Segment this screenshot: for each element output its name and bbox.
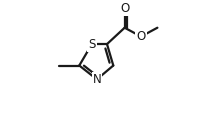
Text: S: S (88, 38, 96, 51)
Text: O: O (136, 30, 146, 43)
Text: N: N (92, 73, 101, 86)
Text: O: O (120, 2, 129, 15)
